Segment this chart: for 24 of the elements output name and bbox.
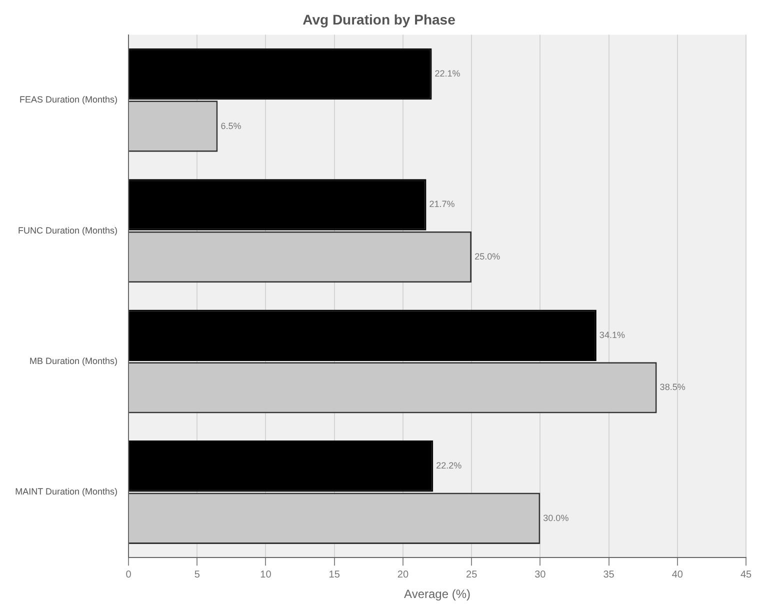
y-tick-label: FUNC Duration (Months) (18, 225, 118, 236)
x-tick-label: 5 (194, 569, 200, 580)
data-label: 6.5% (220, 120, 242, 131)
data-label: 25.0% (474, 251, 500, 262)
data-label: 21.7% (429, 199, 455, 210)
data-label: 22.1% (434, 68, 460, 78)
y-tick-label: MAINT Duration (Months) (15, 486, 118, 497)
x-tick-label: 0 (126, 569, 132, 580)
x-axis-title: Average (%) (404, 587, 471, 602)
x-tick-label: 45 (740, 569, 752, 580)
data-label: 22.2% (436, 460, 462, 471)
data-label: 30.0% (543, 512, 569, 523)
x-tick-label: 20 (397, 569, 409, 580)
x-tick-label: 15 (328, 569, 340, 580)
x-tick-label: 10 (260, 569, 272, 580)
x-tick-label: 40 (672, 569, 684, 580)
data-label: 38.5% (660, 382, 686, 392)
chart-title: Avg Duration by Phase (302, 11, 456, 28)
y-tick-label: FEAS Duration (Months) (19, 94, 118, 105)
y-tick-label: MB Duration (Months) (29, 356, 118, 366)
data-label: 34.1% (599, 330, 625, 340)
x-tick-label: 30 (534, 569, 546, 580)
x-tick-label: 35 (603, 569, 615, 580)
x-tick-label: 25 (466, 569, 478, 580)
